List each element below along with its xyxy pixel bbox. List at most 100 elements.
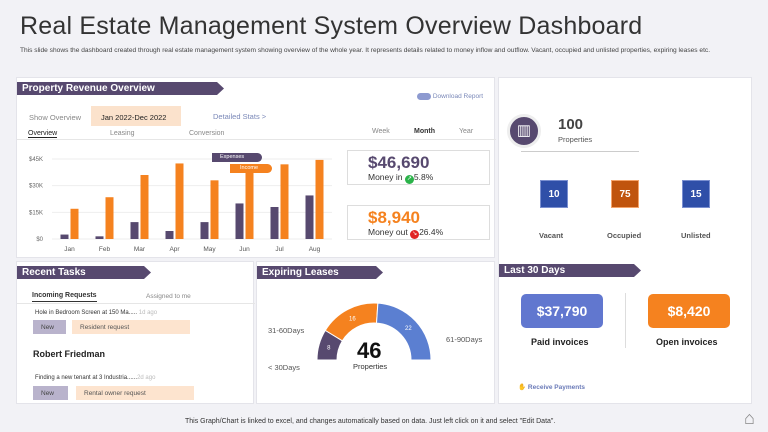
divider bbox=[625, 293, 626, 348]
period-month[interactable]: Month bbox=[414, 128, 435, 135]
money-in-change: 5.8% bbox=[413, 172, 434, 182]
download-report-button[interactable]: Download Report bbox=[417, 93, 483, 100]
home-icon[interactable]: ⌂ bbox=[744, 408, 755, 428]
revenue-panel: Property Revenue Overview Download Repor… bbox=[16, 77, 496, 258]
bar-expenses bbox=[235, 203, 244, 239]
bar-income bbox=[175, 163, 184, 239]
divider bbox=[17, 303, 255, 304]
task-type-badge: Resident request bbox=[72, 320, 190, 334]
footer-note: This Graph/Chart is linked to excel, and… bbox=[185, 418, 556, 425]
x-tick-label: Jul bbox=[275, 246, 284, 253]
bar-expenses bbox=[95, 236, 104, 239]
leases-total-label: Properties bbox=[353, 362, 388, 371]
bar-income bbox=[315, 159, 324, 239]
leases-gauge: 8 16 22 bbox=[316, 302, 432, 361]
label-61-90: 61-90Days bbox=[446, 335, 483, 344]
y-tick-label: $30K bbox=[29, 184, 43, 190]
open-invoices-value: $8,420 bbox=[648, 294, 730, 328]
gauge-segment-value: 22 bbox=[405, 326, 412, 332]
y-tick-label: $45K bbox=[29, 157, 43, 163]
income-legend: Income bbox=[230, 164, 272, 173]
bar-income bbox=[140, 175, 149, 239]
label-under-30: < 30Days bbox=[268, 363, 300, 372]
x-tick-label: Feb bbox=[99, 246, 111, 253]
recent-tasks-panel: Recent Tasks Incoming Requests Assigned … bbox=[16, 261, 255, 404]
task-item[interactable]: Hole in Bedroom Screen at 150 Ma..... 1d… bbox=[35, 310, 157, 316]
task-status-badge: New bbox=[33, 386, 68, 400]
task-text: Hole in Bedroom Screen at 150 Ma..... bbox=[35, 310, 138, 316]
tab-assigned-to-me[interactable]: Assigned to me bbox=[146, 293, 191, 300]
task-item[interactable]: Finding a new tenant at 3 Industria.....… bbox=[35, 375, 155, 381]
total-properties: 100 bbox=[558, 116, 584, 133]
x-tick-label: Jan bbox=[64, 246, 75, 253]
building-icon: ▥ bbox=[507, 114, 541, 148]
arrow-up-icon: ↗ bbox=[404, 175, 414, 184]
money-out-row: Money out ↘ 26.4% bbox=[368, 227, 443, 239]
label-31-60: 31-60Days bbox=[268, 326, 305, 335]
hand-coin-icon: ✋ bbox=[518, 384, 527, 391]
show-overview-label: Show Overview bbox=[29, 113, 82, 122]
bar-income bbox=[210, 180, 219, 239]
period-week[interactable]: Week bbox=[372, 128, 390, 135]
recent-tasks-header: Recent Tasks bbox=[17, 266, 151, 279]
bar-income bbox=[105, 197, 114, 239]
page-title: Real Estate Management System Overview D… bbox=[20, 12, 643, 40]
gauge-segment-value: 8 bbox=[327, 345, 331, 351]
money-out-change: 26.4% bbox=[419, 227, 444, 237]
tab-conversion[interactable]: Conversion bbox=[189, 130, 225, 137]
task-age: 2d ago bbox=[137, 375, 156, 381]
bar-income bbox=[280, 164, 289, 239]
paid-invoices-value: $37,790 bbox=[521, 294, 603, 328]
open-invoices-label: Open invoices bbox=[656, 337, 718, 347]
vacant-count: 10 bbox=[540, 180, 568, 208]
cloud-download-icon bbox=[417, 93, 431, 100]
last30-header: Last 30 Days bbox=[499, 264, 641, 277]
arrow-down-icon: ↘ bbox=[410, 230, 420, 239]
tab-incoming-requests[interactable]: Incoming Requests bbox=[32, 292, 97, 302]
receive-payments-link[interactable]: ✋ Receive Payments bbox=[518, 384, 585, 391]
bar-expenses bbox=[165, 231, 174, 239]
task-age: 1d ago bbox=[138, 310, 158, 316]
expiring-leases-panel: Expiring Leases 8 16 22 46 Properties 31-6… bbox=[256, 261, 495, 404]
x-tick-label: May bbox=[203, 246, 216, 253]
money-in-value: $46,690 bbox=[368, 153, 430, 172]
bar-expenses bbox=[60, 234, 69, 239]
divider bbox=[17, 139, 496, 140]
gauge-segment-value: 16 bbox=[349, 316, 356, 322]
paid-invoices-label: Paid invoices bbox=[531, 337, 589, 347]
x-tick-label: Apr bbox=[169, 246, 180, 253]
x-tick-label: Mar bbox=[134, 246, 146, 253]
properties-panel: ▥ 100 Properties 10 75 15 Vacant Occupie… bbox=[498, 77, 752, 404]
revenue-bar-chart: $0 $15K $30K $45K Jan Feb Mar Apr May Jun Jul Aug bbox=[29, 157, 332, 253]
y-tick-label: $0 bbox=[36, 237, 43, 243]
unlisted-count: 15 bbox=[682, 180, 710, 208]
y-tick-label: $15K bbox=[29, 210, 43, 216]
divider bbox=[521, 151, 639, 152]
money-out-value: $8,940 bbox=[368, 208, 420, 227]
bar-expenses bbox=[305, 195, 314, 239]
occupied-label: Occupied bbox=[607, 231, 642, 240]
bar-income bbox=[70, 208, 79, 239]
bar-expenses bbox=[200, 222, 209, 239]
expiring-leases-header: Expiring Leases bbox=[257, 266, 383, 279]
money-out-card: $8,940 Money out ↘ 26.4% bbox=[347, 205, 490, 240]
x-tick-label: Jun bbox=[239, 246, 250, 253]
money-out-label: Money out bbox=[368, 227, 408, 237]
money-in-label: Money in bbox=[368, 172, 403, 182]
gauge-segment bbox=[375, 302, 432, 361]
expenses-legend: Expenses bbox=[212, 153, 262, 162]
x-tick-label: Aug bbox=[309, 246, 321, 253]
period-year[interactable]: Year bbox=[459, 128, 474, 135]
task-status-badge: New bbox=[33, 320, 66, 334]
date-range-selector[interactable]: Jan 2022-Dec 2022 bbox=[91, 106, 181, 126]
bar-income bbox=[245, 171, 254, 239]
tab-overview[interactable]: Overview bbox=[28, 130, 58, 138]
money-in-card: $46,690 Money in ↗ 5.8% bbox=[347, 150, 490, 185]
detailed-stats-link[interactable]: Detailed Stats > bbox=[213, 112, 267, 121]
total-properties-label: Properties bbox=[558, 135, 593, 144]
task-text: Finding a new tenant at 3 Industria.....… bbox=[35, 375, 138, 381]
tab-leasing[interactable]: Leasing bbox=[110, 130, 135, 137]
vacant-label: Vacant bbox=[539, 231, 564, 240]
unlisted-label: Unlisted bbox=[681, 231, 711, 240]
bar-expenses bbox=[270, 207, 279, 239]
